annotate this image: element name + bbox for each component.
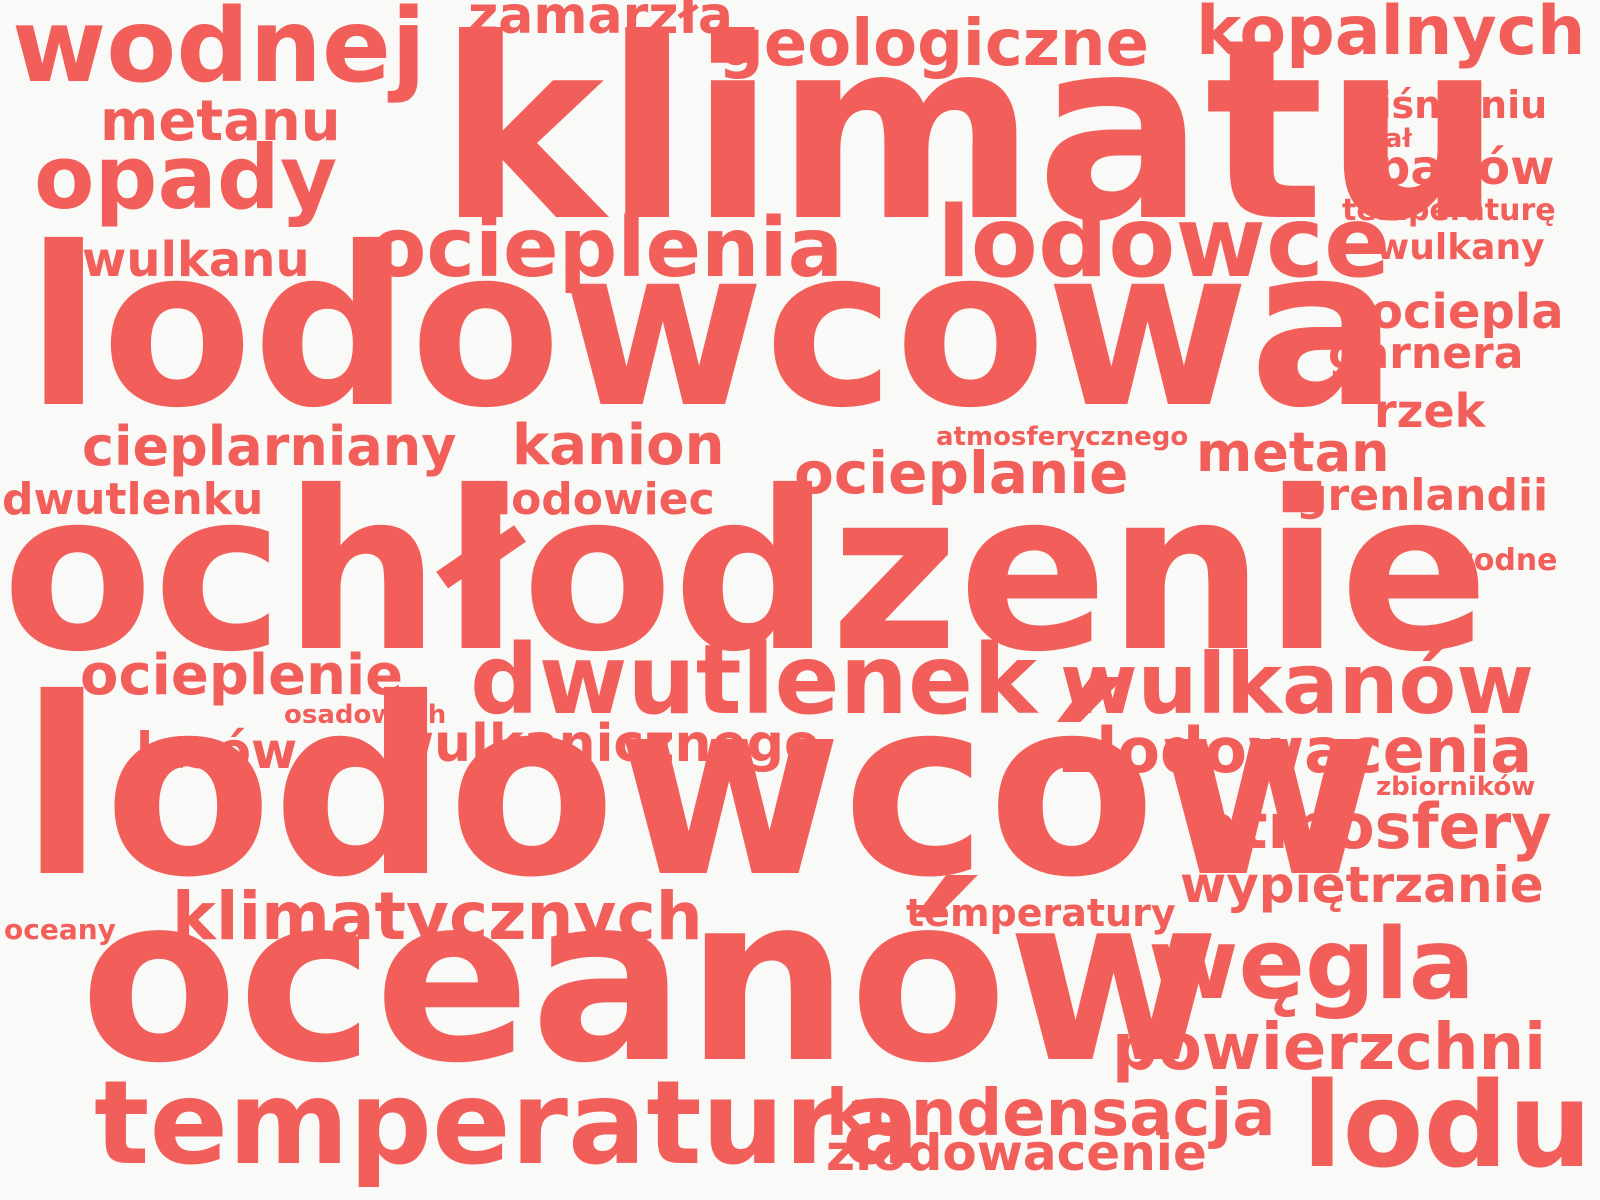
word-cloud-word: lodowce	[937, 186, 1391, 300]
word-cloud-word: atmosferycznego	[936, 422, 1189, 452]
word-cloud-word: lodowiec	[496, 474, 715, 525]
word-cloud-word: ochłodzenie	[2, 444, 1489, 700]
word-cloud-word: wulkanów	[1060, 635, 1534, 733]
word-cloud-word: wulkanu	[82, 232, 310, 288]
word-cloud-word: dwutlenku	[2, 474, 264, 525]
word-cloud-word: wulkany	[1376, 227, 1545, 268]
word-cloud-word: kanion	[512, 413, 725, 478]
word-cloud-word: ocieplanie	[794, 439, 1129, 507]
word-cloud-word: temperaturę	[1342, 193, 1556, 228]
word-cloud-word: garnera	[1328, 328, 1524, 379]
word-cloud-word: dwutlenek	[470, 624, 1037, 736]
word-cloud-word: opadów	[1343, 140, 1555, 196]
word-cloud-word: oceany	[4, 913, 116, 946]
word-cloud-word: klimatu	[438, 0, 1503, 276]
word-cloud-word: opady	[34, 126, 338, 229]
word-cloud-word: grenlandii	[1296, 470, 1549, 521]
word-cloud-word: ociepla	[1370, 284, 1564, 340]
word-cloud-word: temperatury	[906, 891, 1176, 935]
word-cloud-word: oceanów	[80, 847, 1220, 1114]
word-cloud-word: rzek	[1374, 384, 1486, 438]
word-cloud-word: kopalnych	[1196, 0, 1586, 71]
word-cloud-word: metanu	[100, 89, 341, 154]
word-cloud-word: wypiętrzanie	[1180, 856, 1544, 914]
word-cloud-word: osadowych	[284, 700, 447, 730]
word-cloud-word: skał	[1352, 124, 1412, 154]
word-cloud-word: temperatura	[94, 1056, 920, 1191]
word-cloud-word: ciśnieniu	[1356, 83, 1548, 127]
word-cloud-word: lodowców	[20, 646, 1383, 931]
word-cloud-word: lodu	[1302, 1056, 1592, 1194]
word-cloud-word: kondensacja	[826, 1077, 1276, 1151]
word-cloud-word: wulkanicznego	[386, 714, 820, 774]
word-cloud-word: atmosfery	[1196, 790, 1552, 863]
word-cloud-word: zamarzła	[468, 0, 733, 46]
word-cloud-word: lodowcowa	[26, 200, 1398, 456]
word-cloud-word: lasów	[136, 722, 298, 780]
word-cloud-word: zlodowacenie	[826, 1124, 1207, 1182]
word-cloud-word: metan	[1196, 421, 1390, 484]
word-cloud-word: wodne	[1446, 543, 1558, 578]
word-cloud-word: węgla	[1148, 908, 1475, 1022]
word-cloud-word: wodnej	[12, 0, 427, 106]
word-cloud-word: ocieplenie	[80, 643, 404, 708]
word-cloud-word: ocieplenia	[370, 201, 843, 296]
word-cloud-word: powierzchni	[1112, 1011, 1547, 1085]
word-cloud-word: zlodowacenia	[1060, 714, 1533, 787]
word-cloud-word: zbiorników	[1376, 772, 1536, 802]
word-cloud-word: klimatycznych	[172, 878, 703, 955]
word-cloud-word: geologiczne	[718, 7, 1149, 81]
word-cloud-word: cieplarniany	[82, 415, 457, 478]
